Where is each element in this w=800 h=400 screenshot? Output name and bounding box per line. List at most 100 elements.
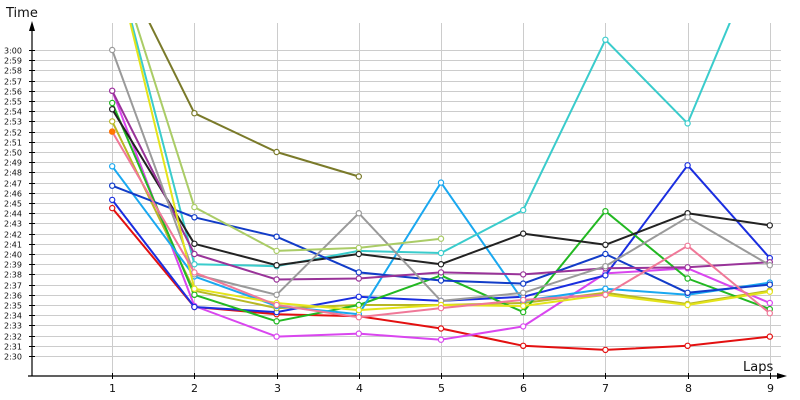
data-point	[520, 230, 527, 237]
data-point	[437, 179, 445, 186]
data-point	[766, 299, 774, 307]
data-point	[355, 244, 362, 252]
data-point	[273, 233, 280, 240]
data-point	[191, 250, 198, 258]
data-point	[108, 163, 116, 170]
data-point	[520, 271, 527, 278]
data-point	[684, 120, 691, 127]
y-tick-label: 2:38	[4, 271, 22, 280]
data-point	[191, 240, 198, 247]
y-tick-label: 2:46	[4, 190, 22, 199]
data-point	[766, 222, 774, 229]
series-line	[148, 23, 360, 178]
data-point	[602, 272, 609, 279]
y-tick-label: 2:59	[4, 57, 22, 66]
data-point	[602, 207, 609, 215]
data-point	[684, 275, 691, 282]
data-point	[437, 277, 445, 284]
data-point	[355, 293, 362, 300]
y-tick-label: 2:34	[4, 312, 22, 321]
y-tick-label: 2:33	[4, 322, 22, 331]
series-10	[108, 87, 774, 283]
data-point	[520, 289, 527, 296]
data-point	[602, 291, 609, 298]
y-tick-label: 2:45	[4, 200, 22, 209]
data-point	[108, 196, 116, 204]
data-point	[273, 301, 280, 309]
y-axis-title: Time	[5, 6, 38, 21]
data-point	[602, 346, 609, 354]
x-tick-label: 1	[109, 382, 116, 395]
data-point	[191, 109, 198, 117]
series-8	[108, 105, 774, 269]
data-point	[766, 288, 774, 295]
data-point	[437, 235, 445, 242]
data-point	[520, 308, 527, 316]
data-point	[355, 330, 362, 337]
data-point	[437, 304, 445, 312]
y-tick-label: 2:58	[4, 67, 22, 76]
data-point	[520, 302, 527, 310]
y-tick-label: 2:52	[4, 129, 22, 138]
data-point	[355, 269, 362, 276]
x-axis-title: Laps	[743, 360, 773, 375]
y-tick-label: 2:49	[4, 159, 22, 168]
x-tick-label: 5	[438, 382, 445, 395]
data-point	[273, 318, 280, 325]
data-point	[684, 264, 691, 271]
data-point	[684, 301, 691, 309]
data-point	[602, 241, 609, 248]
y-tick-label: 2:39	[4, 261, 22, 270]
data-point	[520, 280, 527, 287]
data-point	[108, 128, 116, 135]
data-point	[191, 214, 198, 221]
series-13	[148, 23, 362, 180]
data-point	[437, 261, 445, 268]
data-point	[355, 314, 362, 321]
y-tick-label: 2:53	[4, 118, 22, 127]
y-tick-label: 2:36	[4, 292, 22, 301]
data-point	[273, 262, 280, 269]
data-point	[108, 204, 116, 212]
y-tick-label: 2:55	[4, 98, 22, 107]
x-tick-label: 9	[767, 382, 774, 395]
y-tick-label: 2:54	[4, 108, 22, 117]
data-point	[766, 333, 774, 340]
data-point	[108, 118, 116, 125]
series-15	[108, 128, 774, 321]
y-tick-label: 2:48	[4, 169, 22, 178]
data-point	[108, 46, 116, 54]
data-point	[437, 269, 445, 276]
data-point	[437, 325, 445, 332]
data-point	[108, 99, 116, 107]
data-point	[355, 306, 362, 314]
y-axis-arrow	[29, 21, 35, 31]
data-point	[766, 310, 774, 317]
y-tick-label: 2:32	[4, 333, 22, 342]
data-point	[273, 276, 280, 283]
data-point	[520, 296, 527, 304]
data-point	[355, 275, 362, 282]
data-point	[684, 162, 691, 169]
x-tick-label: 7	[602, 382, 609, 395]
data-point	[684, 342, 691, 349]
data-point	[766, 281, 774, 288]
y-tick-label: 2:37	[4, 282, 22, 291]
series-11	[108, 46, 774, 305]
data-point	[766, 262, 774, 269]
data-point	[191, 291, 198, 298]
y-tick-label: 2:43	[4, 220, 22, 229]
data-point	[191, 285, 198, 292]
data-point	[273, 333, 280, 340]
data-point	[602, 36, 609, 44]
y-tick-label: 2:47	[4, 180, 22, 189]
data-point	[520, 206, 527, 214]
data-point	[191, 261, 198, 268]
data-point	[684, 289, 691, 296]
y-tick-label: 2:42	[4, 231, 22, 240]
y-tick-label: 2:35	[4, 302, 22, 311]
series-16	[108, 128, 116, 135]
data-point	[684, 242, 691, 249]
y-tick-label: 2:50	[4, 149, 22, 158]
